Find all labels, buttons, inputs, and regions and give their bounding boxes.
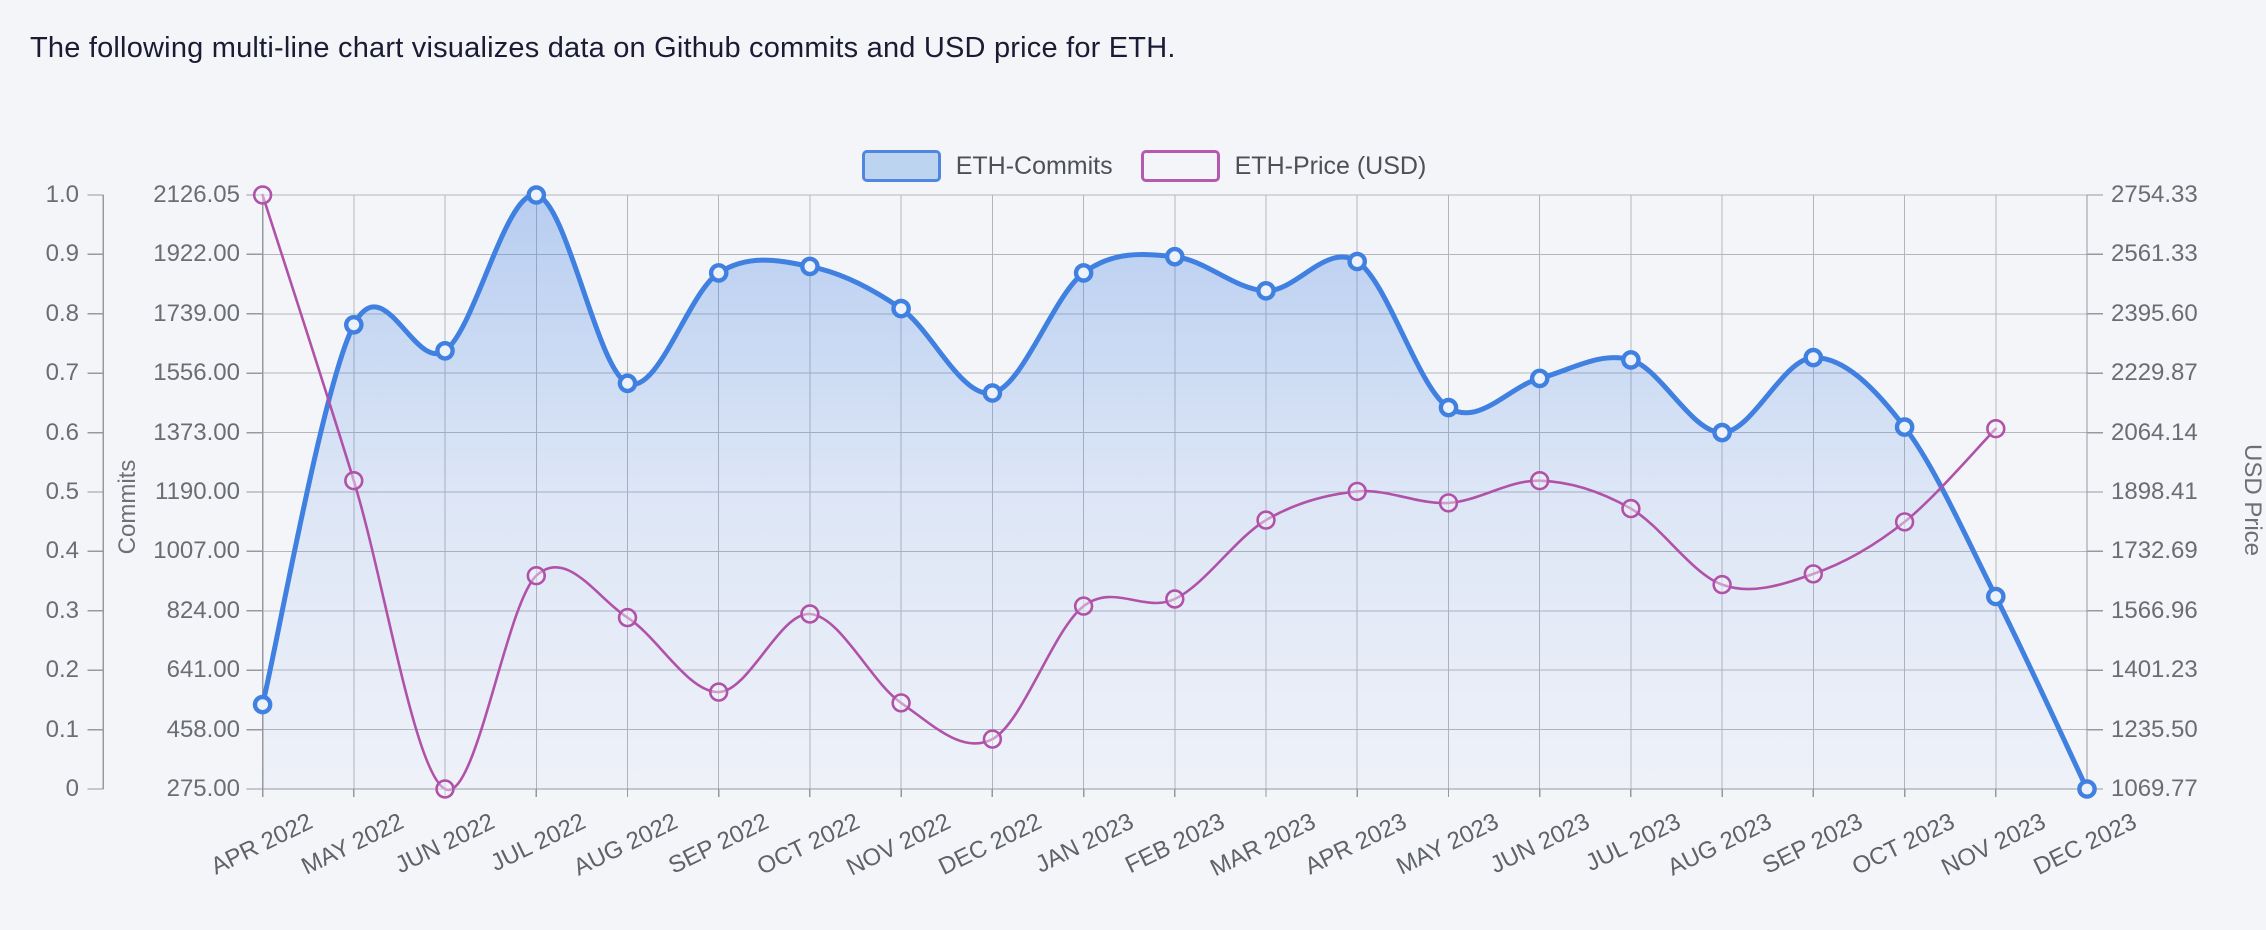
eth-price-data-point: [1986, 419, 2006, 439]
legend-label-eth-commits: ETH-Commits: [955, 151, 1113, 180]
left-axis-title: Commits: [114, 459, 141, 555]
eth-price-markers[interactable]: [252, 185, 2006, 799]
eth-commits-data-point: [1894, 417, 1915, 437]
outer-scale-tick-label: 0.1: [45, 715, 79, 743]
usd-price-axis-tick-label: 2064.14: [2111, 418, 2198, 446]
eth-commits-data-point: [617, 373, 638, 394]
outer-scale-tick-label: 0.3: [45, 596, 79, 624]
commits-axis-tick-label: 2126.05: [153, 181, 240, 208]
usd-price-axis-tick-label: 1069.77: [2111, 775, 2198, 802]
eth-price-data-point: [1438, 493, 1459, 513]
usd-price-axis-tick-label: 2561.33: [2111, 240, 2198, 268]
eth-commits-data-point: [1621, 350, 1641, 370]
outer-scale-tick-label: 0: [65, 775, 79, 802]
legend-label-eth-price: ETH-Price (USD): [1234, 151, 1427, 180]
outer-scale-tick-label: 0.6: [45, 418, 79, 446]
page-title: The following multi-line chart visualize…: [30, 32, 1176, 64]
outer-scale-tick-label: 0.9: [45, 240, 79, 268]
commits-axis-tick-label: 1007.00: [153, 537, 240, 565]
eth-price-data-point: [891, 693, 911, 713]
eth-price-line: [261, 193, 1998, 791]
usd-price-axis-tick-label: 2754.33: [2111, 181, 2198, 208]
eth-price-data-point: [982, 729, 1003, 749]
eth-commits-data-point: [1803, 347, 1824, 368]
eth-price-data-point: [617, 607, 638, 628]
right-axis-title: USD Price: [2239, 443, 2266, 557]
commits-axis-tick-label: 1373.00: [153, 418, 240, 446]
eth-commits-line: [260, 192, 2090, 792]
commits-axis-tick-label: 1556.00: [153, 359, 240, 387]
eth-commits-swatch-icon: [861, 150, 941, 182]
eth-price-data-point: [1621, 498, 1641, 519]
eth-commits-data-point: [1165, 246, 1185, 267]
eth-commits-data-point: [526, 185, 547, 205]
eth-price-data-point: [1165, 589, 1185, 609]
outer-scale-tick-label: 0.8: [45, 299, 79, 327]
eth-commits-data-point: [1347, 251, 1367, 272]
eth-price-data-point: [526, 565, 546, 586]
eth-commits-data-point: [435, 340, 455, 361]
eth-commits-data-point: [1438, 397, 1459, 418]
eth-price-data-point: [1803, 564, 1824, 584]
usd-price-axis-tick-label: 2229.87: [2111, 359, 2198, 387]
commits-axis-tick-label: 1922.00: [153, 240, 240, 268]
eth-price-data-point: [435, 779, 455, 799]
eth-price-data-point: [252, 185, 273, 205]
eth-price-data-point: [708, 682, 729, 702]
outer-scale-tick-label: 0.2: [45, 656, 79, 684]
eth-commits-data-point: [708, 263, 729, 283]
usd-price-axis-tick-label: 1732.69: [2111, 537, 2198, 565]
commits-axis-tick-label: 1739.00: [153, 299, 240, 327]
eth-price-data-point: [1712, 574, 1732, 595]
outer-scale-tick-label: 0.5: [45, 478, 79, 505]
eth-commits-data-point: [891, 298, 911, 319]
eth-price-data-point: [1529, 471, 1550, 491]
usd-price-axis-tick-label: 1401.23: [2111, 656, 2198, 684]
eth-commits-data-point: [1256, 280, 1276, 301]
commits-axis-tick-label: 275.00: [166, 775, 240, 802]
usd-price-axis-tick-label: 1566.96: [2111, 596, 2198, 624]
eth-price-data-point: [1347, 481, 1367, 502]
eth-commits-data-point: [2077, 779, 2097, 799]
eth-price-data-point: [1073, 596, 1094, 616]
eth-commits-data-point: [982, 383, 1003, 403]
eth-price-data-point: [1256, 510, 1276, 530]
outer-scale-tick-label: 0.7: [45, 359, 79, 387]
eth-commits-markers[interactable]: [252, 185, 2097, 799]
eth-commits-data-point: [343, 314, 364, 335]
usd-price-axis-tick-label: 1898.41: [2111, 478, 2198, 505]
eth-price-data-point: [800, 604, 820, 624]
commits-axis-tick-label: 458.00: [166, 715, 240, 743]
outer-scale-tick-label: 0.4: [45, 537, 79, 565]
eth-commits-data-point: [1529, 368, 1550, 389]
eth-commits-data-point: [252, 694, 273, 715]
outer-scale-tick-label: 1.0: [45, 181, 79, 208]
eth-price-data-point: [344, 471, 364, 491]
eth-commits-data-point: [800, 256, 820, 277]
eth-commits-data-point: [1986, 586, 2006, 607]
legend-item-eth-price[interactable]: ETH-Price (USD): [1140, 150, 1427, 182]
usd-price-axis-tick-label: 1235.50: [2111, 715, 2198, 743]
eth-price-data-point: [1894, 512, 1915, 532]
commits-axis-tick-label: 641.00: [166, 656, 240, 684]
legend-item-eth-commits[interactable]: ETH-Commits: [861, 150, 1113, 182]
chart-legend: ETH-Commits ETH-Price (USD): [0, 150, 2266, 182]
eth-commits-data-point: [1073, 263, 1094, 283]
eth-price-swatch-icon: [1140, 150, 1220, 182]
eth-commits-data-point: [1712, 422, 1732, 443]
usd-price-axis-tick-label: 2395.60: [2111, 299, 2198, 327]
eth-commits-area: [262, 194, 2088, 789]
commits-axis-tick-label: 1190.00: [155, 478, 240, 505]
commits-axis-tick-label: 824.00: [166, 596, 240, 624]
